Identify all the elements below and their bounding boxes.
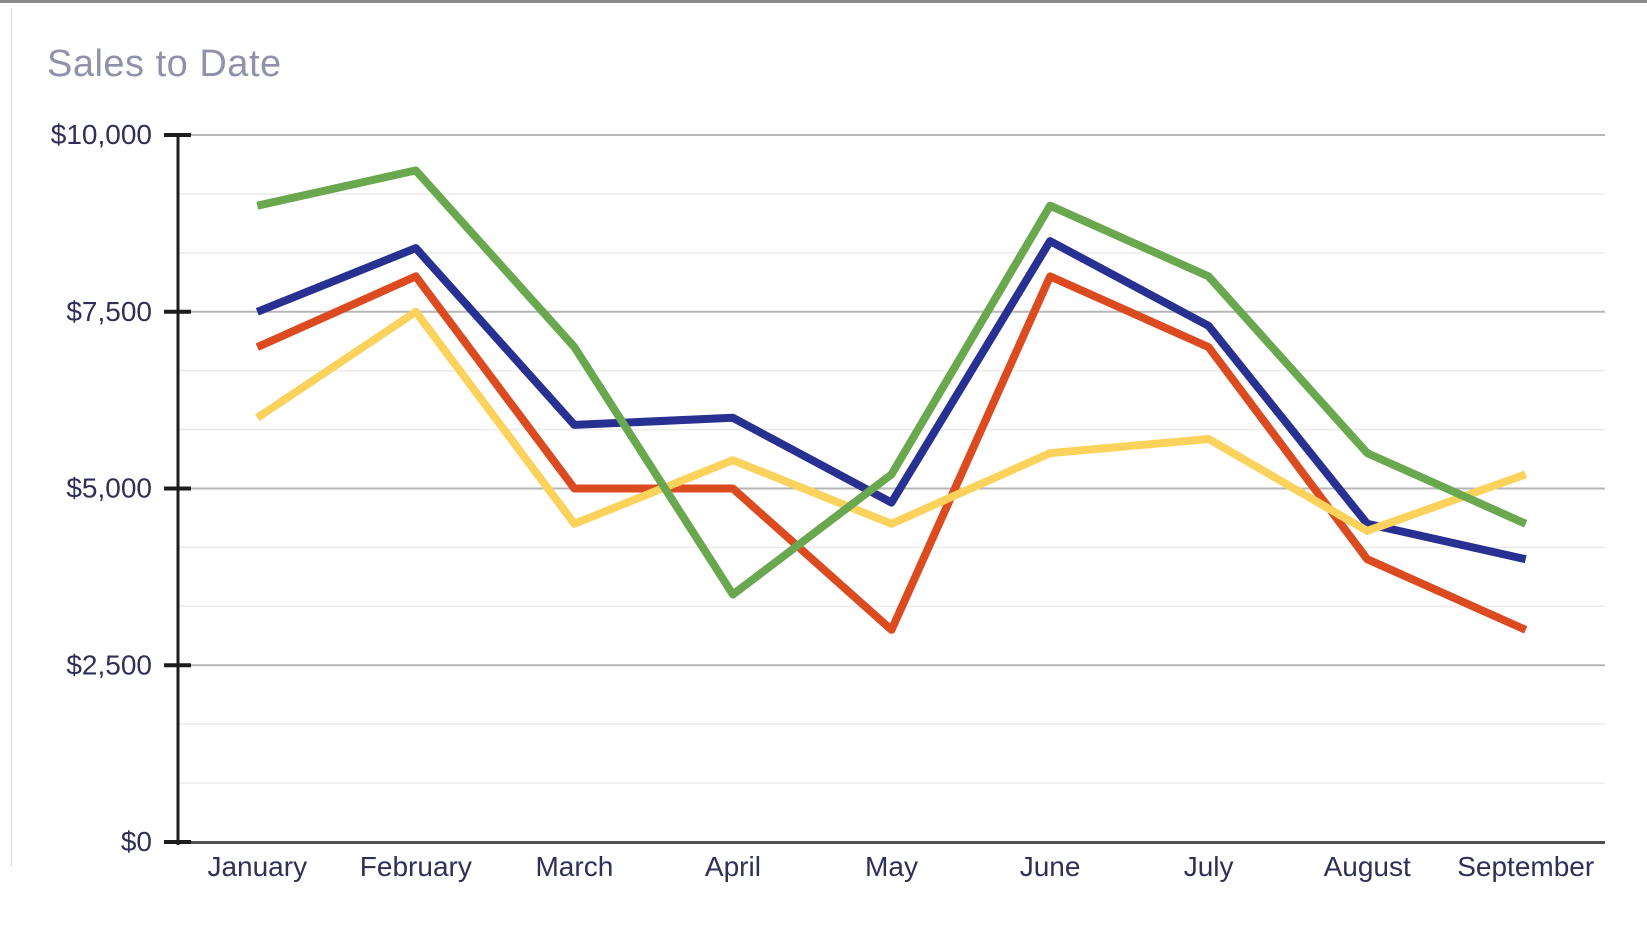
x-axis-label: July xyxy=(1184,851,1234,882)
y-axis-label: $10,000 xyxy=(51,119,152,150)
x-axis-label: March xyxy=(535,851,613,882)
series-line-green-series[interactable] xyxy=(256,166,1528,599)
y-axis-label: $2,500 xyxy=(66,649,152,680)
series-line-yellow-series[interactable] xyxy=(255,307,1528,535)
window-top-edge xyxy=(0,0,1647,3)
series-line-blue-series[interactable] xyxy=(255,237,1527,564)
y-axis-label: $0 xyxy=(121,826,152,857)
x-axis-label: June xyxy=(1020,851,1081,882)
x-axis-label: April xyxy=(705,851,761,882)
x-axis-label: January xyxy=(207,851,307,882)
x-axis-label: August xyxy=(1324,851,1411,882)
x-axis-label: September xyxy=(1457,851,1594,882)
page-left-border xyxy=(11,8,12,866)
y-axis-label: $7,500 xyxy=(66,296,152,327)
chart-title: Sales to Date xyxy=(47,43,282,85)
x-axis-label: May xyxy=(865,851,918,882)
series-line-red-series[interactable] xyxy=(255,272,1528,634)
x-axis-label: February xyxy=(360,851,472,882)
y-axis-label: $5,000 xyxy=(66,473,152,504)
